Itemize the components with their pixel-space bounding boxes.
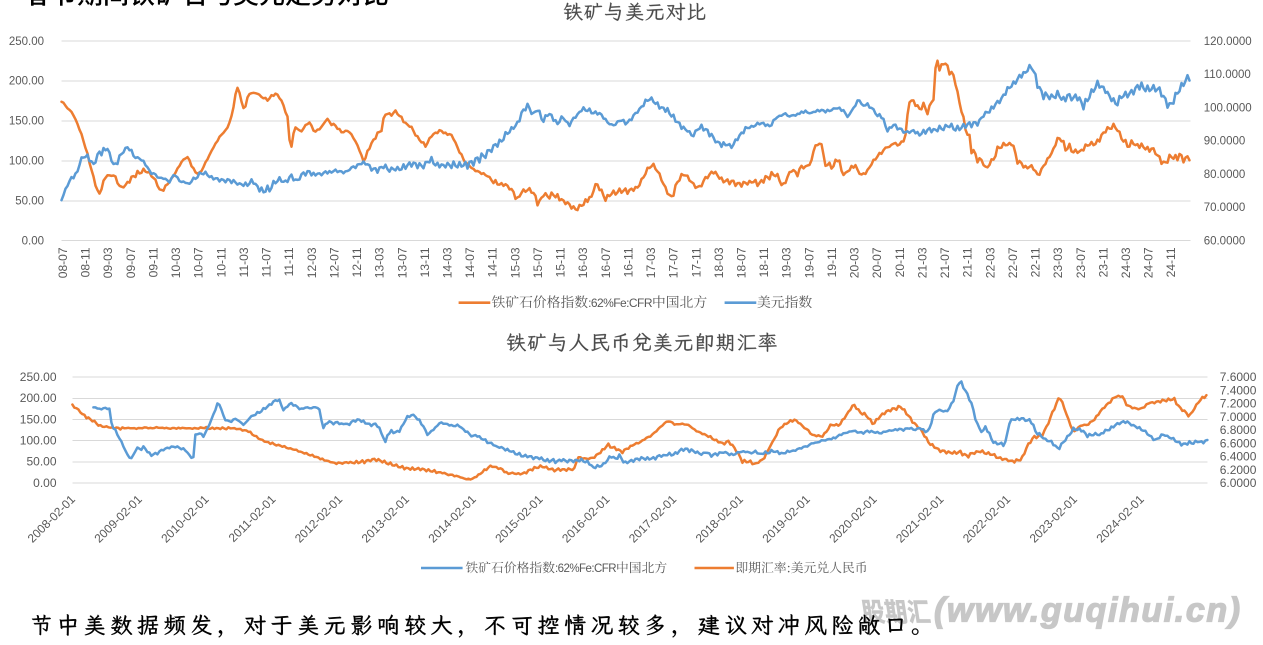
svg-text:24-11: 24-11 xyxy=(1164,247,1178,277)
svg-text:17-11: 17-11 xyxy=(689,247,703,277)
svg-text:18-03: 18-03 xyxy=(712,247,726,278)
svg-text:22-11: 22-11 xyxy=(1029,247,1043,277)
svg-text:50.00: 50.00 xyxy=(15,196,44,208)
svg-text:(www.guqihui.cn): (www.guqihui.cn) xyxy=(934,592,1242,630)
svg-text:12-03: 12-03 xyxy=(305,247,319,278)
svg-text:120.0000: 120.0000 xyxy=(1204,36,1252,48)
svg-text:150.00: 150.00 xyxy=(9,116,44,128)
svg-text:6.8000: 6.8000 xyxy=(1220,423,1257,437)
svg-text:10-03: 10-03 xyxy=(169,247,183,278)
svg-text:7.2000: 7.2000 xyxy=(1220,397,1257,411)
svg-text:18-11: 18-11 xyxy=(757,247,771,277)
svg-text:09-11: 09-11 xyxy=(147,247,161,277)
svg-text:24-03: 24-03 xyxy=(1119,247,1133,278)
svg-text:7.4000: 7.4000 xyxy=(1220,383,1257,397)
svg-text:14-07: 14-07 xyxy=(463,247,477,278)
svg-text:19-07: 19-07 xyxy=(802,247,816,278)
svg-text:16-07: 16-07 xyxy=(599,247,613,278)
svg-text:12-07: 12-07 xyxy=(327,247,341,278)
svg-text:70.0000: 70.0000 xyxy=(1204,202,1246,214)
svg-text:6.6000: 6.6000 xyxy=(1220,436,1257,450)
svg-text:10-11: 10-11 xyxy=(214,247,228,277)
svg-text:0.00: 0.00 xyxy=(22,236,44,248)
svg-text:110.0000: 110.0000 xyxy=(1204,69,1251,81)
svg-text:7.0000: 7.0000 xyxy=(1220,410,1257,424)
svg-text:100.00: 100.00 xyxy=(20,434,57,448)
svg-text:21-07: 21-07 xyxy=(938,247,952,278)
svg-text:13-11: 13-11 xyxy=(418,247,432,277)
svg-text:0.00: 0.00 xyxy=(33,476,57,490)
svg-text::62%Fe:CFR: :62%Fe:CFR xyxy=(555,563,616,575)
svg-text:19-11: 19-11 xyxy=(825,247,839,277)
svg-text:10-07: 10-07 xyxy=(192,247,206,278)
svg-text:21-03: 21-03 xyxy=(915,247,929,278)
svg-text:17-07: 17-07 xyxy=(667,247,681,278)
svg-text:14-11: 14-11 xyxy=(486,247,500,277)
svg-text:09-03: 09-03 xyxy=(101,247,115,278)
svg-text:11-03: 11-03 xyxy=(237,247,251,277)
svg-text::62%Fe:CFR: :62%Fe:CFR xyxy=(588,296,653,310)
svg-text:09-07: 09-07 xyxy=(124,247,138,278)
svg-text:11-11: 11-11 xyxy=(282,247,296,276)
svg-text:80.0000: 80.0000 xyxy=(1204,169,1246,181)
svg-text:50.00: 50.00 xyxy=(26,455,56,469)
svg-text:12-11: 12-11 xyxy=(350,247,364,277)
svg-text:21-11: 21-11 xyxy=(961,247,975,277)
svg-text:18-07: 18-07 xyxy=(735,247,749,278)
svg-text:20-03: 20-03 xyxy=(848,247,862,278)
svg-text:24-07: 24-07 xyxy=(1142,247,1156,278)
svg-text:16-03: 16-03 xyxy=(576,247,590,278)
svg-text:6.2000: 6.2000 xyxy=(1220,463,1257,477)
svg-text:100.0000: 100.0000 xyxy=(1204,102,1252,114)
svg-text:20-07: 20-07 xyxy=(870,247,884,278)
svg-text:23-03: 23-03 xyxy=(1051,247,1065,278)
svg-text:08-07: 08-07 xyxy=(56,247,70,278)
svg-text:11-07: 11-07 xyxy=(260,247,274,277)
svg-text:90.0000: 90.0000 xyxy=(1204,136,1246,148)
svg-text:15-11: 15-11 xyxy=(554,247,568,277)
svg-text:250.00: 250.00 xyxy=(9,36,44,48)
svg-text:20-11: 20-11 xyxy=(893,247,907,277)
svg-text:16-11: 16-11 xyxy=(621,247,635,277)
svg-text:08-11: 08-11 xyxy=(79,247,93,277)
svg-text:15-03: 15-03 xyxy=(508,247,522,278)
svg-text:14-03: 14-03 xyxy=(441,247,455,278)
svg-text:6.0000: 6.0000 xyxy=(1220,476,1257,490)
svg-text:13-03: 13-03 xyxy=(373,247,387,278)
svg-text:17-03: 17-03 xyxy=(644,247,658,278)
svg-text:23-11: 23-11 xyxy=(1096,247,1110,277)
svg-text:60.0000: 60.0000 xyxy=(1204,236,1246,248)
svg-text:15-07: 15-07 xyxy=(531,247,545,278)
svg-text:13-07: 13-07 xyxy=(395,247,409,278)
svg-text:100.00: 100.00 xyxy=(9,156,44,168)
svg-text:200.00: 200.00 xyxy=(9,76,44,88)
svg-text:19-03: 19-03 xyxy=(780,247,794,278)
svg-text:7.6000: 7.6000 xyxy=(1220,370,1257,384)
svg-text:22-07: 22-07 xyxy=(1006,247,1020,278)
svg-text:250.00: 250.00 xyxy=(20,370,57,384)
svg-text:6.4000: 6.4000 xyxy=(1220,450,1257,464)
svg-text:23-07: 23-07 xyxy=(1074,247,1088,278)
svg-text:22-03: 22-03 xyxy=(983,247,997,278)
svg-text:200.00: 200.00 xyxy=(20,391,57,405)
svg-text:150.00: 150.00 xyxy=(20,412,57,426)
